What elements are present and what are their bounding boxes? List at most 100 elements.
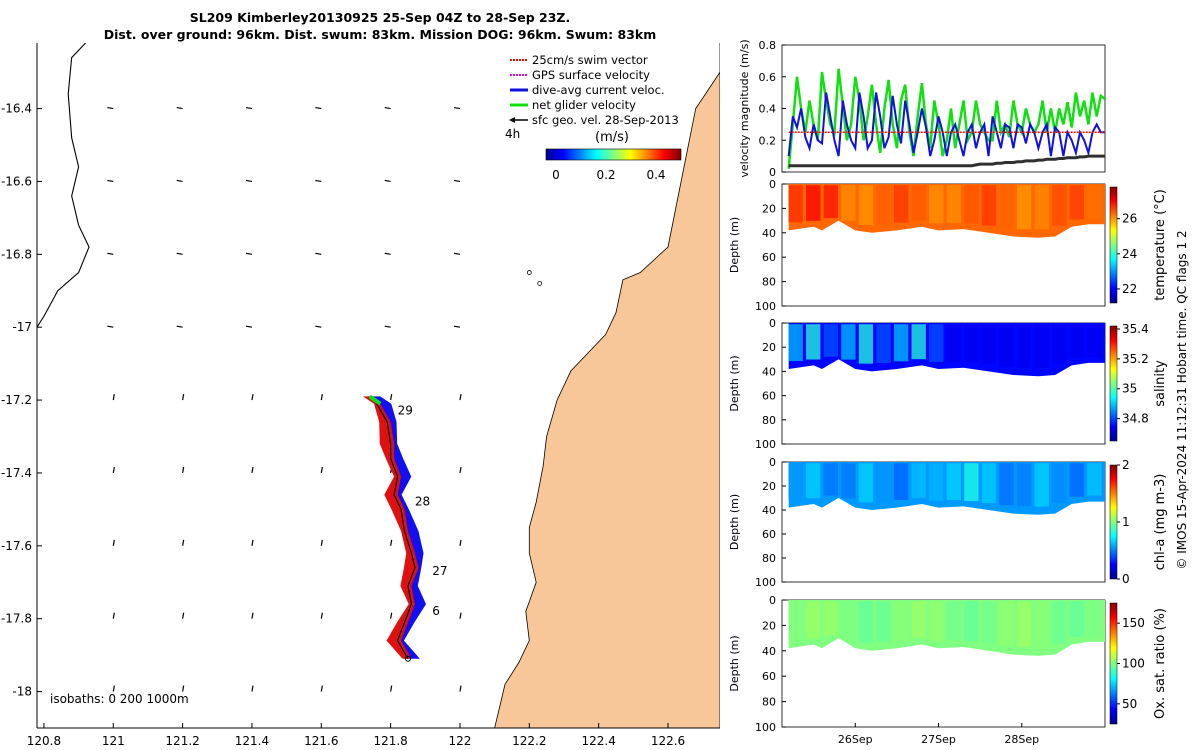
oxygen-section-streak xyxy=(823,601,838,636)
track-end-marker xyxy=(404,655,411,662)
map-x-tick-label: 121.2 xyxy=(165,734,199,748)
geo-velocity-arrow xyxy=(453,179,461,183)
island xyxy=(537,281,543,286)
swim-vector-ribbon xyxy=(362,396,419,659)
map-x-tick-label: 121 xyxy=(102,734,125,748)
track-day-label: 29 xyxy=(398,404,413,418)
oxygen-colorbar-label: Ox. sat. ratio (%) xyxy=(1153,608,1168,719)
depth-tick-label: 40 xyxy=(762,645,776,658)
colorbar-unit: (m/s) xyxy=(595,130,629,145)
chla-section-streak xyxy=(964,463,979,501)
oxygen-section-streak xyxy=(946,601,962,641)
temperature-colorbar-label: temperature (°C) xyxy=(1153,189,1168,301)
geo-velocity-arrow xyxy=(390,612,393,619)
temperature-section-streak xyxy=(823,185,838,219)
salinity-section-streak xyxy=(964,324,979,363)
legend-label: dive-avg current veloc. xyxy=(532,83,665,97)
legend-label: sfc geo. vel. 28-Sep-2013 xyxy=(532,113,679,127)
geo-velocity-arrow xyxy=(107,252,114,255)
depth-tick-label: 60 xyxy=(762,528,776,541)
temperature-section-streak xyxy=(946,185,962,223)
speed-colorbar xyxy=(545,148,682,161)
geo-velocity-arrow xyxy=(384,325,391,328)
map-y-tick-label: -17.4 xyxy=(1,466,32,480)
geo-velocity-arrow xyxy=(245,179,253,183)
temperature-section-streak xyxy=(1052,185,1067,226)
depth-tick-label: 20 xyxy=(762,619,776,632)
salinity-section-streak xyxy=(858,324,874,364)
oxygen-section-streak xyxy=(788,601,803,640)
oxygen-section-streak xyxy=(981,601,997,644)
geo-velocity-arrow xyxy=(459,685,462,692)
velocity-y-tick-label: 0 xyxy=(769,166,776,179)
geo-velocity-arrow xyxy=(459,394,462,401)
temperature-section-streak xyxy=(981,185,997,226)
oxygen-section-streak xyxy=(929,601,944,641)
geo-velocity-arrow xyxy=(182,685,185,692)
depth-tick-label: 20 xyxy=(762,480,776,493)
chla-section-streak xyxy=(1052,463,1067,503)
velocity-panel: 0 0.2 0.4 0.6 0.8 velocity magnitude (m/s) xyxy=(738,39,1106,179)
colorbar-tick-label: 0.2 xyxy=(596,168,615,182)
isobath-contour xyxy=(37,43,90,328)
temperature-section-streak xyxy=(893,185,909,223)
geo-velocity-arrow xyxy=(182,539,185,546)
oxygen-section-streak xyxy=(1069,601,1085,637)
geo-velocity-arrow xyxy=(459,539,462,546)
depth-tick-label: 20 xyxy=(762,341,776,354)
velocity-series-line xyxy=(787,68,1106,169)
salinity-section-streak xyxy=(1034,324,1049,368)
depth-tick-label: 80 xyxy=(762,552,776,565)
depth-tick-label: 60 xyxy=(762,670,776,683)
net-velocity-marker xyxy=(368,394,382,406)
depth-tick-label: 40 xyxy=(762,365,776,378)
track-day-label: 27 xyxy=(432,564,447,578)
depth-tick-label: 100 xyxy=(755,300,776,313)
velocity-y-tick-label: 0.4 xyxy=(759,103,777,116)
geo-velocity-arrow xyxy=(112,394,115,401)
depth-tick-label: 100 xyxy=(755,576,776,589)
geo-velocity-arrow xyxy=(182,466,185,474)
colorbar-tick-label: 34.8 xyxy=(1122,412,1149,426)
temperature-section-streak xyxy=(1087,185,1102,219)
chla-section-streak xyxy=(788,463,803,500)
salinity-section-streak xyxy=(1016,324,1032,368)
geo-velocity-arrow xyxy=(176,325,183,328)
oxygen-section-streak xyxy=(1034,601,1049,648)
oxygen-section-streak xyxy=(1016,601,1032,647)
depth-tick-label: 100 xyxy=(755,438,776,451)
map-y-tick-label: -16.8 xyxy=(1,247,32,261)
colorbar-tick-label: 1 xyxy=(1122,515,1130,529)
temperature-section-streak xyxy=(1069,185,1085,220)
map-x-tick-label: 121.8 xyxy=(373,734,407,748)
salinity-section-streak xyxy=(1052,324,1067,365)
geo-velocity-arrow xyxy=(245,106,253,110)
map-y-tick-label: -18 xyxy=(12,685,32,699)
velocity-y-tick-label: 0.6 xyxy=(759,71,777,84)
colorbar-tick-label: 35.2 xyxy=(1122,352,1149,366)
velocity-y-tick-label: 0.8 xyxy=(759,39,777,52)
temperature-section-streak xyxy=(929,185,944,224)
depth-axis-label: Depth (m) xyxy=(728,635,741,691)
temperature-section-streak xyxy=(876,185,891,225)
chla-section-streak xyxy=(999,463,1014,506)
geo-velocity-arrow xyxy=(320,685,323,692)
map-x-tick-label: 122.6 xyxy=(651,734,685,748)
isobaths-label: isobaths: 0 200 1000m xyxy=(50,692,189,706)
velocity-series-line xyxy=(788,154,1105,168)
geo-velocity-arrow xyxy=(320,539,323,546)
colorbar-tick-label: 0.4 xyxy=(646,168,665,182)
geo-velocity-arrow xyxy=(176,106,183,110)
current-vector-ribbon xyxy=(368,396,426,659)
temperature-section-streak xyxy=(964,185,979,224)
geo-velocity-arrow xyxy=(245,252,253,255)
oxygen-section-streak xyxy=(999,601,1014,646)
depth-tick-label: 100 xyxy=(755,721,776,734)
geo-velocity-arrow xyxy=(251,394,254,401)
map-x-tick-label: 122.4 xyxy=(581,734,615,748)
depth-tick-label: 0 xyxy=(769,456,776,469)
oxygen-section-streak xyxy=(893,601,909,641)
temperature-section-streak xyxy=(911,185,926,221)
chla-section-streak xyxy=(946,463,962,501)
